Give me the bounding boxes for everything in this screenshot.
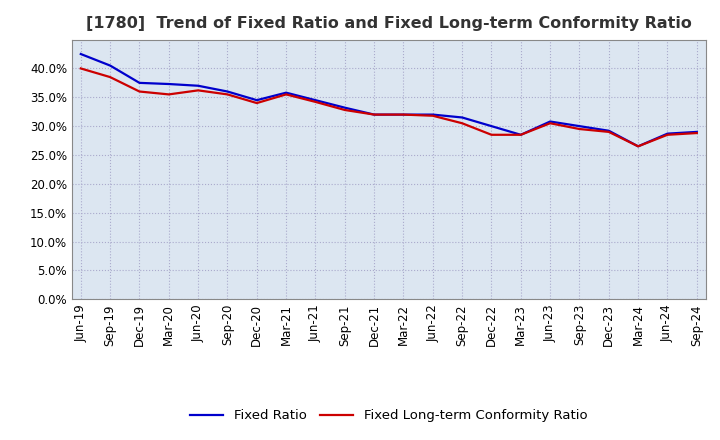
Fixed Ratio: [164, 81, 173, 87]
Fixed Ratio: [282, 90, 290, 95]
Fixed Ratio: [487, 124, 496, 129]
Fixed Long-term Conformity Ratio: [164, 92, 173, 97]
Fixed Long-term Conformity Ratio: [663, 132, 672, 137]
Fixed Ratio: [663, 131, 672, 136]
Fixed Ratio: [253, 98, 261, 103]
Title: [1780]  Trend of Fixed Ratio and Fixed Long-term Conformity Ratio: [1780] Trend of Fixed Ratio and Fixed Lo…: [86, 16, 692, 32]
Fixed Ratio: [341, 105, 349, 110]
Fixed Ratio: [223, 89, 232, 94]
Fixed Ratio: [575, 124, 584, 129]
Legend: Fixed Ratio, Fixed Long-term Conformity Ratio: Fixed Ratio, Fixed Long-term Conformity …: [185, 404, 593, 428]
Fixed Long-term Conformity Ratio: [428, 113, 437, 118]
Fixed Ratio: [458, 115, 467, 120]
Fixed Ratio: [428, 112, 437, 117]
Fixed Long-term Conformity Ratio: [575, 126, 584, 132]
Fixed Ratio: [516, 132, 525, 137]
Fixed Ratio: [546, 119, 554, 124]
Fixed Ratio: [605, 128, 613, 133]
Fixed Long-term Conformity Ratio: [341, 107, 349, 113]
Fixed Long-term Conformity Ratio: [106, 74, 114, 80]
Fixed Long-term Conformity Ratio: [223, 92, 232, 97]
Fixed Long-term Conformity Ratio: [311, 99, 320, 105]
Fixed Ratio: [194, 83, 202, 88]
Line: Fixed Ratio: Fixed Ratio: [81, 54, 697, 147]
Fixed Ratio: [399, 112, 408, 117]
Fixed Long-term Conformity Ratio: [194, 88, 202, 93]
Line: Fixed Long-term Conformity Ratio: Fixed Long-term Conformity Ratio: [81, 69, 697, 147]
Fixed Ratio: [693, 129, 701, 135]
Fixed Long-term Conformity Ratio: [487, 132, 496, 137]
Fixed Long-term Conformity Ratio: [282, 92, 290, 97]
Fixed Long-term Conformity Ratio: [634, 144, 642, 149]
Fixed Long-term Conformity Ratio: [370, 112, 379, 117]
Fixed Long-term Conformity Ratio: [516, 132, 525, 137]
Fixed Long-term Conformity Ratio: [605, 129, 613, 135]
Fixed Long-term Conformity Ratio: [253, 100, 261, 106]
Fixed Long-term Conformity Ratio: [135, 89, 144, 94]
Fixed Ratio: [135, 80, 144, 85]
Fixed Ratio: [634, 144, 642, 149]
Fixed Long-term Conformity Ratio: [693, 130, 701, 136]
Fixed Ratio: [76, 51, 85, 57]
Fixed Ratio: [106, 63, 114, 68]
Fixed Long-term Conformity Ratio: [399, 112, 408, 117]
Fixed Long-term Conformity Ratio: [76, 66, 85, 71]
Fixed Long-term Conformity Ratio: [546, 121, 554, 126]
Fixed Ratio: [370, 112, 379, 117]
Fixed Long-term Conformity Ratio: [458, 121, 467, 126]
Fixed Ratio: [311, 98, 320, 103]
